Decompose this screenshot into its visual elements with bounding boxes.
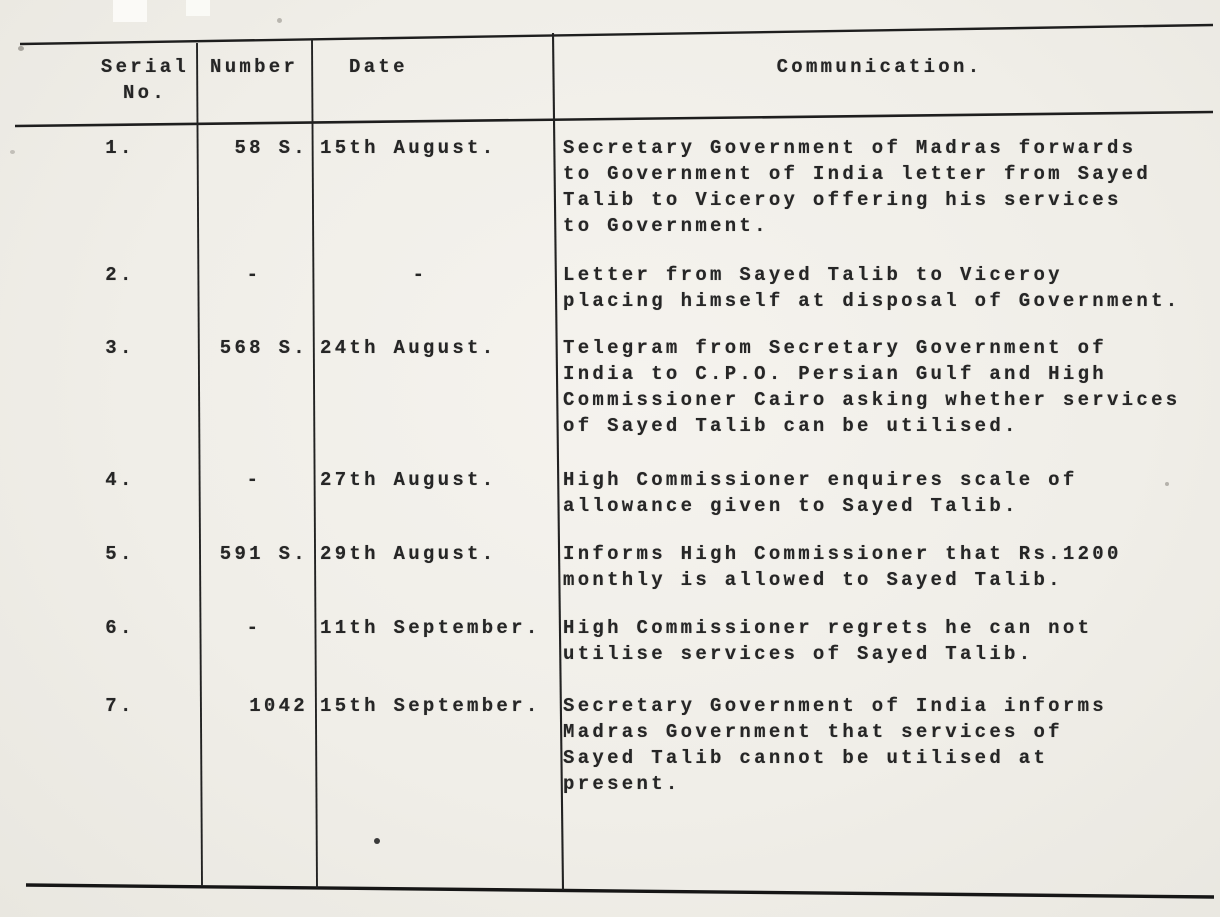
- cell-communication: High Commissioner regrets he can not util…: [563, 615, 1208, 667]
- communication-line: Sayed Talib cannot be utilised at: [563, 747, 1049, 769]
- cell-date: 29th August.: [320, 543, 497, 565]
- cell-serial-no: 1.: [105, 137, 135, 159]
- cell-serial-no: 2.: [105, 264, 135, 286]
- cell-communication: Secretary Government of Madras forwards t…: [563, 135, 1208, 239]
- cell-communication: Telegram from Secretary Government of Ind…: [563, 335, 1208, 439]
- communication-line: to Government of India letter from Sayed: [563, 163, 1152, 185]
- scan-smudge: [113, 0, 147, 22]
- cell-date: 24th August.: [320, 337, 497, 359]
- cell-date: -: [412, 264, 428, 286]
- column-divider-serial-number: [196, 42, 203, 887]
- communication-line: High Commissioner enquires scale of: [563, 469, 1078, 491]
- communication-line: Informs High Commissioner that Rs.1200: [563, 543, 1122, 565]
- cell-number: 591 S.: [219, 543, 308, 565]
- cell-date: 15th September.: [320, 695, 541, 717]
- serial-header-line1: Serial: [100, 56, 190, 78]
- communication-line: Secretary Government of Madras forwards: [563, 137, 1137, 159]
- communication-line: Commissioner Cairo asking whether servic…: [563, 389, 1181, 411]
- cell-serial-no: 6.: [105, 617, 135, 639]
- cell-communication: Letter from Sayed Talib to Viceroy placin…: [563, 262, 1208, 314]
- serial-header-line2: No.: [122, 82, 168, 104]
- cell-date: 27th August.: [320, 469, 497, 491]
- cell-date: 15th August.: [320, 137, 497, 159]
- cell-number: 58 S.: [234, 137, 308, 159]
- communication-line: of Sayed Talib can be utilised.: [563, 415, 1019, 437]
- cell-serial-no: 4.: [105, 469, 135, 491]
- cell-date: 11th September.: [320, 617, 541, 639]
- communication-line: monthly is allowed to Sayed Talib.: [563, 569, 1063, 591]
- communication-line: present.: [563, 773, 681, 795]
- table-top-rule: [19, 23, 1214, 46]
- communication-line: utilise services of Sayed Talib.: [563, 643, 1034, 665]
- communication-line: Madras Government that services of: [563, 721, 1063, 743]
- communication-line: to Government.: [563, 215, 769, 237]
- cell-number: -: [246, 469, 262, 491]
- scan-speck: [277, 18, 282, 23]
- column-header-communication: Communication.: [776, 56, 983, 78]
- cell-serial-no: 7.: [105, 695, 135, 717]
- cell-number: -: [246, 617, 262, 639]
- cell-serial-no: 3.: [105, 337, 135, 359]
- scan-speck: [18, 46, 24, 51]
- table-bottom-rule: [25, 883, 1215, 899]
- communication-line: allowance given to Sayed Talib.: [563, 495, 1019, 517]
- scan-smudge: [186, 0, 210, 16]
- column-divider-number-date: [311, 38, 318, 889]
- scan-speck: [10, 150, 15, 154]
- column-divider-date-communication: [551, 32, 565, 891]
- communication-line: High Commissioner regrets he can not: [563, 617, 1093, 639]
- column-header-number: Number: [210, 56, 299, 78]
- cell-communication: High Commissioner enquires scale of allow…: [563, 467, 1208, 519]
- scan-speck: [374, 838, 380, 844]
- cell-number: -: [246, 264, 262, 286]
- cell-communication: Informs High Commissioner that Rs.1200 mo…: [563, 541, 1208, 593]
- communication-line: Talib to Viceroy offering his services: [563, 189, 1122, 211]
- column-header-serial-no: Serial No.: [85, 54, 205, 106]
- communication-line: Secretary Government of India informs: [563, 695, 1107, 717]
- cell-serial-no: 5.: [105, 543, 135, 565]
- cell-communication: Secretary Government of India informs Mad…: [563, 693, 1208, 797]
- communication-line: Telegram from Secretary Government of: [563, 337, 1107, 359]
- scan-speck: [1165, 482, 1169, 486]
- communication-line: India to C.P.O. Persian Gulf and High: [563, 363, 1107, 385]
- communication-line: Letter from Sayed Talib to Viceroy: [563, 264, 1063, 286]
- cell-number: 568 S.: [219, 337, 308, 359]
- cell-number: 1042: [249, 695, 308, 717]
- table-header-rule: [14, 110, 1214, 128]
- column-header-date: Date: [349, 56, 408, 78]
- communication-line: placing himself at disposal of Governmen…: [563, 290, 1181, 312]
